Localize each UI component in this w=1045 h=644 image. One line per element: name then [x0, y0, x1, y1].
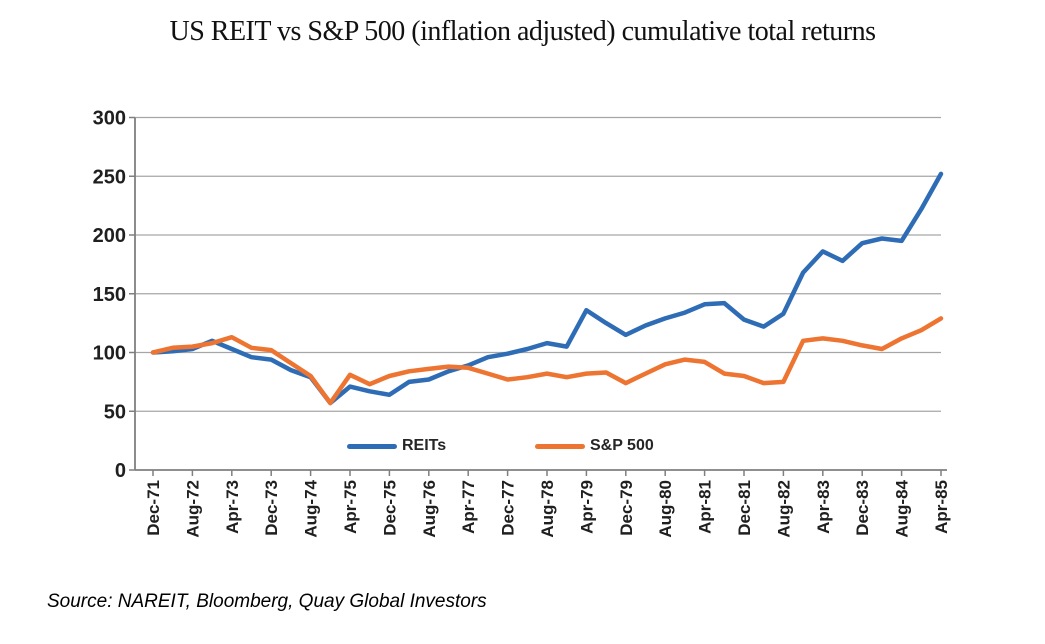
x-tick-label: Dec-75 — [380, 480, 399, 536]
x-tick-label: Dec-83 — [853, 480, 872, 536]
x-tick-label: Apr-75 — [341, 480, 360, 534]
x-tick-label: Aug-84 — [893, 479, 912, 537]
x-tick-label: Dec-71 — [144, 480, 163, 536]
x-tick-label: Aug-72 — [183, 480, 202, 538]
x-tick-label: Apr-77 — [459, 480, 478, 534]
y-tick-label: 200 — [93, 225, 126, 247]
x-tick-label: Apr-79 — [577, 480, 596, 534]
x-tick-label: Aug-74 — [302, 479, 321, 537]
x-tick-label: Dec-81 — [735, 480, 754, 536]
x-tick-label: Apr-83 — [814, 480, 833, 534]
x-tick-label: Aug-76 — [420, 480, 439, 538]
x-tick-label: Dec-79 — [617, 480, 636, 536]
sp500-line — [150, 316, 944, 406]
source-note: Source: NAREIT, Bloomberg, Quay Global I… — [47, 591, 487, 612]
y-tick-label: 300 — [93, 108, 126, 130]
y-tick-label: 250 — [93, 166, 126, 188]
x-tick-label: Aug-80 — [656, 480, 675, 538]
x-tick-label: Dec-77 — [499, 480, 518, 536]
x-tick-label: Dec-73 — [262, 480, 281, 536]
x-tick-label: Apr-73 — [223, 480, 242, 534]
reits-line — [150, 171, 944, 406]
y-tick-label: 0 — [115, 460, 126, 482]
y-tick-label: 50 — [104, 401, 126, 423]
x-tick-label: Aug-78 — [538, 480, 557, 538]
x-tick-label: Apr-85 — [932, 480, 951, 534]
y-tick-label: 100 — [93, 343, 126, 365]
chart-title: US REIT vs S&P 500 (inflation adjusted) … — [169, 16, 876, 47]
y-tick-label: 150 — [93, 284, 126, 306]
x-tick-label: Apr-81 — [696, 480, 715, 534]
x-tick-label: Aug-82 — [774, 480, 793, 538]
